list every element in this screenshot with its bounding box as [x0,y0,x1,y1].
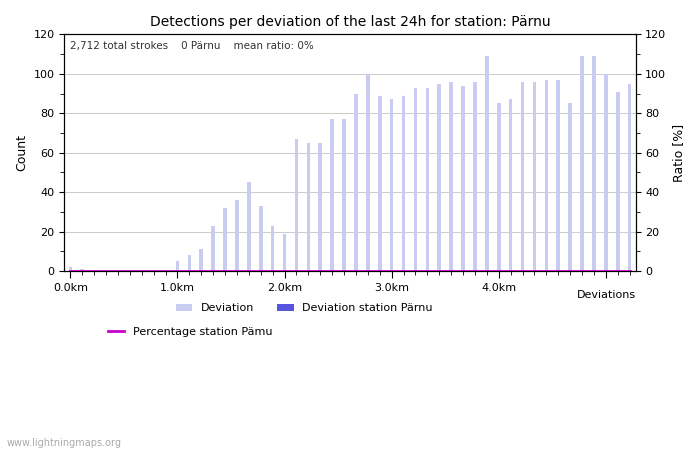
Bar [521,82,524,271]
Text: www.lightningmaps.org: www.lightningmaps.org [7,438,122,448]
Bar [366,74,370,271]
Text: 2,712 total strokes    0 Pärnu    mean ratio: 0%: 2,712 total strokes 0 Pärnu mean ratio: … [70,41,314,51]
Bar [188,256,191,271]
Bar [318,143,322,271]
Bar [580,56,584,271]
Bar [390,99,393,271]
Bar [616,91,620,271]
Bar [69,267,72,271]
Bar [259,206,262,271]
Bar [354,94,358,271]
Y-axis label: Ratio [%]: Ratio [%] [672,124,685,182]
Text: Deviations: Deviations [577,290,636,300]
Title: Detections per deviation of the last 24h for station: Pärnu: Detections per deviation of the last 24h… [150,15,550,29]
Bar [473,82,477,271]
Bar [556,80,560,271]
Bar [438,84,441,271]
Bar [223,208,227,271]
Bar [176,261,179,271]
Bar [533,82,536,271]
Bar [283,234,286,271]
Bar [568,104,572,271]
Bar [247,182,251,271]
Bar [509,99,512,271]
Bar [592,56,596,271]
Bar [449,82,453,271]
Bar [402,95,405,271]
Bar [307,143,310,271]
Legend: Percentage station Pämu: Percentage station Pämu [103,323,277,342]
Bar [414,88,417,271]
Bar [271,226,274,271]
Bar [497,104,500,271]
Bar [80,269,84,271]
Bar [461,86,465,271]
Bar [295,139,298,271]
Bar [330,119,334,271]
Bar [604,74,608,271]
Bar [628,84,631,271]
Bar [485,56,489,271]
Bar [211,226,215,271]
Bar [378,95,382,271]
Bar [342,119,346,271]
Bar [545,80,548,271]
Bar [235,200,239,271]
Y-axis label: Count: Count [15,134,28,171]
Bar [426,88,429,271]
Bar [199,249,203,271]
